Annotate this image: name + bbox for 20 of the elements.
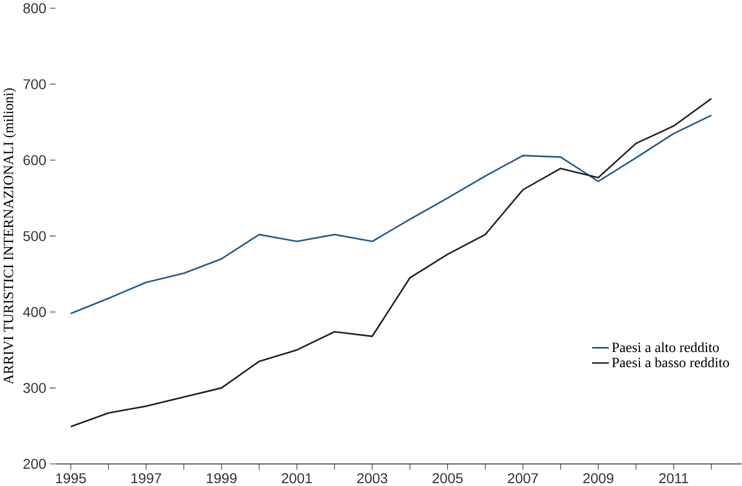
line-series: [70, 114, 712, 314]
y-tick-label: 200: [24, 458, 46, 469]
x-tick-label: 1999: [206, 472, 237, 483]
y-axis-title: ARRIVI TURISTICI INTERNAZIONALI (milioni): [3, 88, 16, 384]
x-tick-label: 1997: [132, 472, 162, 483]
x-tick-label: 2009: [583, 472, 614, 483]
x-tick-label: 2005: [432, 472, 463, 483]
x-tick-label: 2007: [508, 472, 538, 483]
y-tick-label: 500: [23, 230, 46, 241]
legend-label: Paesi a basso reddito: [612, 357, 730, 368]
legend-label: Paesi a alto reddito: [612, 342, 719, 352]
y-tick-label: 600: [24, 154, 46, 165]
y-tick-label: 800: [23, 3, 46, 14]
y-tick-label: 400: [23, 306, 46, 317]
y-tick-label: 700: [24, 78, 46, 89]
x-tick-label: 2011: [659, 472, 688, 483]
x-tick-label: 2003: [357, 472, 388, 483]
y-tick-label: 300: [23, 382, 46, 393]
x-tick-label: 2001: [282, 472, 312, 483]
x-tick-label: 1995: [56, 472, 86, 483]
